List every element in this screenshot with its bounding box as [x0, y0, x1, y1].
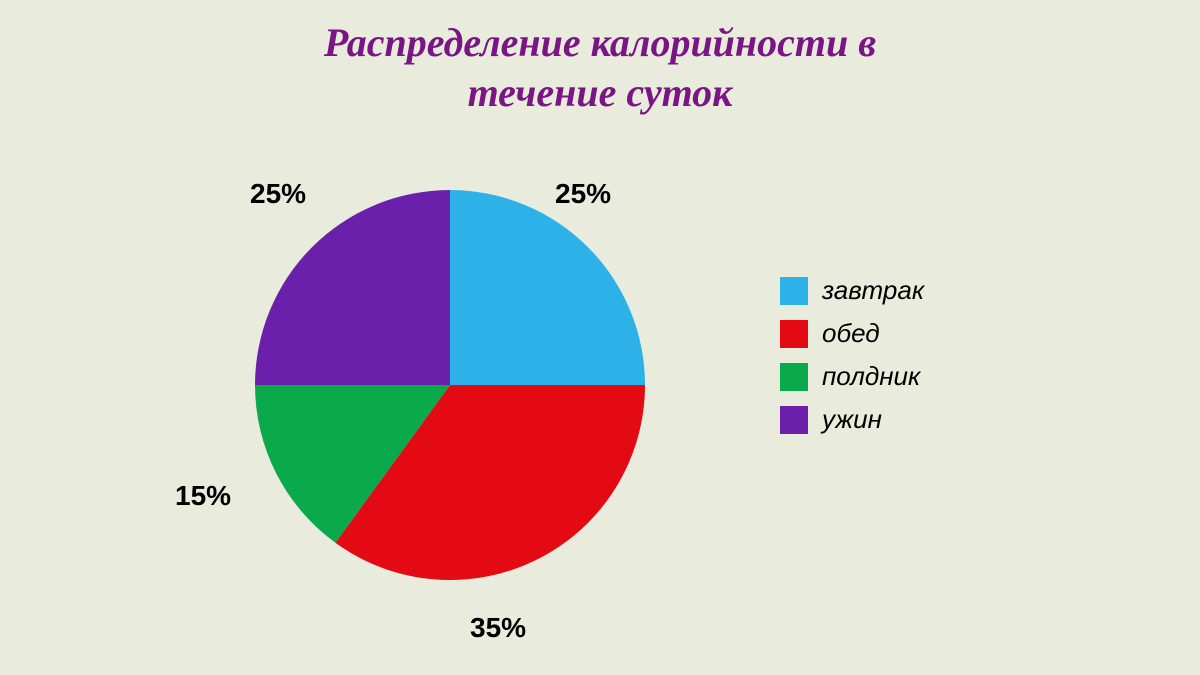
- legend-label: обед: [822, 318, 880, 349]
- data-label-обед: 35%: [470, 612, 526, 644]
- legend-swatch: [780, 277, 808, 305]
- pie-chart: [250, 185, 650, 585]
- legend-item-обед: обед: [780, 318, 924, 349]
- legend-swatch: [780, 363, 808, 391]
- legend-label: завтрак: [822, 275, 924, 306]
- legend-item-полдник: полдник: [780, 361, 924, 392]
- chart-container: Распределение калорийности в течение сут…: [0, 0, 1200, 675]
- legend-swatch: [780, 406, 808, 434]
- title-line-2: течение суток: [468, 70, 733, 115]
- legend-label: полдник: [822, 361, 920, 392]
- chart-title: Распределение калорийности в течение сут…: [0, 18, 1200, 118]
- legend-swatch: [780, 320, 808, 348]
- legend-item-ужин: ужин: [780, 404, 924, 435]
- data-label-ужин: 25%: [250, 178, 306, 210]
- data-label-завтрак: 25%: [555, 178, 611, 210]
- legend-label: ужин: [822, 404, 882, 435]
- title-line-1: Распределение калорийности в: [324, 20, 876, 65]
- legend: завтрак обед полдник ужин: [780, 275, 924, 447]
- legend-item-завтрак: завтрак: [780, 275, 924, 306]
- pie-slice-ужин: [255, 190, 450, 385]
- pie-slice-завтрак: [450, 190, 645, 385]
- data-label-полдник: 15%: [175, 480, 231, 512]
